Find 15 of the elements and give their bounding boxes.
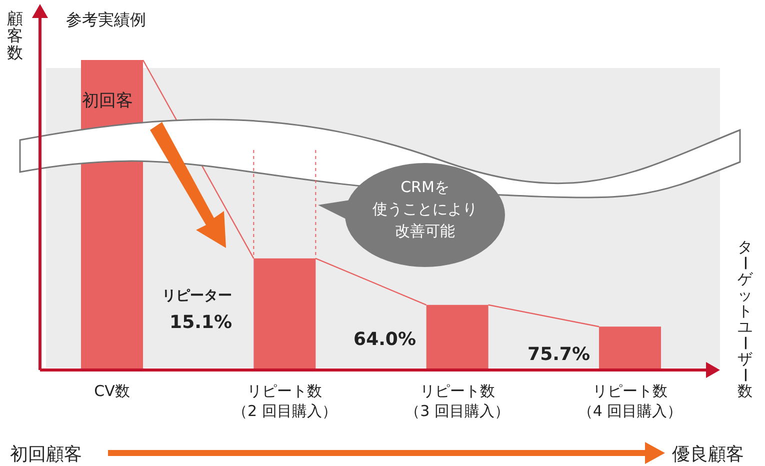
annotation: CRMを使うことにより改善可能 [372,178,478,240]
chart-title: 参考実績例 [66,10,146,29]
annotation: 初回客 [82,91,133,111]
x-tick-label: リピート数（3 回目購入） [405,382,510,420]
y-axis-title: 顧客数 [7,9,23,62]
annotation: リピーター [162,288,232,304]
text: ターゲットユーザー数 [736,238,754,400]
x-tick-label: リピート数（4 回目購入） [578,382,682,420]
annotation: 15.1% [170,312,232,333]
x-tick-label: CV数 [94,382,130,400]
annotation: 64.0% [354,329,416,350]
x-tick-label: リピート数（2 回目購入） [232,382,337,420]
annotation: 75.7% [528,344,590,365]
text: 優良顧客 [672,444,744,465]
text: 初回顧客 [10,444,82,465]
